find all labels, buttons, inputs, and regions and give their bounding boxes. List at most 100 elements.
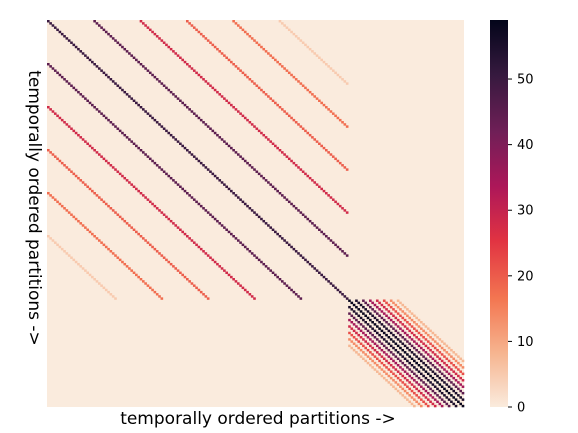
heatmap-cell bbox=[389, 312, 393, 315]
heatmap-cell bbox=[49, 65, 52, 68]
heatmap-cell bbox=[445, 351, 449, 354]
heatmap-cell bbox=[387, 336, 391, 339]
heatmap-cell bbox=[362, 312, 365, 315]
heatmap-cell bbox=[380, 329, 384, 333]
heatmap-cell bbox=[223, 269, 226, 272]
heatmap-cell bbox=[287, 243, 291, 247]
heatmap-cell bbox=[438, 402, 442, 406]
heatmap-cell bbox=[77, 262, 80, 266]
heatmap-cell bbox=[239, 26, 242, 29]
heatmap-cell bbox=[399, 353, 402, 356]
heatmap-cell bbox=[93, 192, 96, 195]
heatmap-cell bbox=[394, 303, 398, 307]
heatmap-cell bbox=[186, 63, 189, 66]
heatmap-cell bbox=[248, 250, 252, 253]
heatmap-cell bbox=[350, 340, 354, 343]
heatmap-cell bbox=[72, 172, 76, 176]
heatmap-cell bbox=[329, 282, 333, 285]
heatmap-cell bbox=[77, 90, 80, 94]
heatmap-cell bbox=[385, 321, 388, 324]
heatmap-cell bbox=[401, 329, 405, 333]
heatmap-cell bbox=[123, 219, 127, 223]
heatmap-cell bbox=[70, 84, 73, 87]
heatmap-cell bbox=[169, 47, 173, 51]
heatmap-cell bbox=[454, 372, 458, 376]
heatmap-cell bbox=[111, 37, 115, 40]
heatmap-cell bbox=[109, 164, 113, 167]
heatmap-cell bbox=[190, 24, 194, 27]
heatmap-cell bbox=[336, 73, 340, 77]
heatmap-cell bbox=[276, 146, 279, 150]
heatmap-cell bbox=[63, 121, 66, 124]
heatmap-cell bbox=[190, 282, 194, 285]
heatmap-cell bbox=[394, 336, 398, 339]
heatmap-cell bbox=[118, 129, 122, 133]
heatmap-cell bbox=[403, 331, 407, 335]
heatmap-cell bbox=[375, 318, 379, 322]
heatmap-cell bbox=[424, 325, 428, 328]
heatmap-cell bbox=[373, 310, 377, 313]
heatmap-cell bbox=[72, 129, 76, 133]
heatmap-cell bbox=[271, 142, 275, 145]
heatmap-cell bbox=[132, 228, 136, 231]
heatmap-cell bbox=[415, 355, 418, 358]
heatmap-cell bbox=[364, 340, 367, 343]
heatmap-cell bbox=[197, 30, 201, 34]
heatmap-cell bbox=[70, 127, 73, 130]
heatmap-cell bbox=[380, 323, 384, 326]
heatmap-cell bbox=[443, 348, 446, 352]
heatmap-cell bbox=[334, 243, 337, 247]
heatmap-cell bbox=[195, 28, 198, 32]
heatmap-cell bbox=[394, 381, 398, 384]
heatmap-cell bbox=[315, 183, 319, 186]
heatmap-cell bbox=[243, 73, 247, 77]
heatmap-cell bbox=[394, 374, 398, 378]
heatmap-cell bbox=[135, 187, 138, 191]
heatmap-cell bbox=[429, 394, 432, 397]
heatmap-cell bbox=[206, 297, 210, 300]
heatmap-cell bbox=[220, 224, 224, 227]
heatmap-cell bbox=[123, 47, 127, 51]
heatmap-cell bbox=[445, 402, 449, 406]
heatmap-cell bbox=[248, 293, 252, 296]
colorbar-tick-label: 0 bbox=[517, 401, 525, 416]
heatmap-cell bbox=[362, 299, 365, 302]
heatmap-cell bbox=[287, 286, 291, 290]
heatmap-cell bbox=[394, 368, 398, 371]
heatmap-cell bbox=[130, 54, 134, 57]
heatmap-cell bbox=[382, 351, 386, 354]
heatmap-cell bbox=[459, 402, 462, 406]
heatmap-cell bbox=[431, 370, 435, 373]
heatmap-cell bbox=[382, 305, 386, 309]
heatmap-cell bbox=[443, 361, 446, 365]
heatmap-cell bbox=[331, 198, 335, 201]
heatmap-cell bbox=[181, 273, 184, 277]
heatmap-cell bbox=[84, 97, 87, 100]
heatmap-cell bbox=[278, 278, 282, 281]
heatmap-cell bbox=[403, 338, 407, 341]
heatmap-cell bbox=[260, 217, 263, 221]
heatmap-cell bbox=[174, 138, 178, 141]
heatmap-cell bbox=[336, 245, 340, 249]
heatmap-cell bbox=[350, 308, 354, 311]
heatmap-cell bbox=[406, 346, 409, 350]
heatmap-cell bbox=[148, 200, 152, 204]
heatmap-cell bbox=[311, 136, 314, 139]
heatmap-cell bbox=[304, 86, 307, 90]
heatmap-cell bbox=[433, 372, 437, 376]
heatmap-cell bbox=[306, 174, 310, 178]
heatmap-cell bbox=[348, 338, 351, 341]
heatmap-cell bbox=[327, 65, 330, 68]
heatmap-cell bbox=[130, 183, 134, 186]
heatmap-cell bbox=[382, 357, 386, 360]
heatmap-cell bbox=[341, 164, 344, 167]
heatmap-cell bbox=[148, 157, 152, 161]
heatmap-cell bbox=[128, 267, 131, 270]
heatmap-cell bbox=[230, 189, 233, 193]
heatmap-cell bbox=[359, 342, 363, 345]
heatmap-cell bbox=[452, 364, 456, 367]
heatmap-cell bbox=[130, 97, 134, 100]
heatmap-cell bbox=[422, 394, 425, 397]
heatmap-cell bbox=[232, 149, 235, 152]
heatmap-cell bbox=[375, 299, 379, 302]
